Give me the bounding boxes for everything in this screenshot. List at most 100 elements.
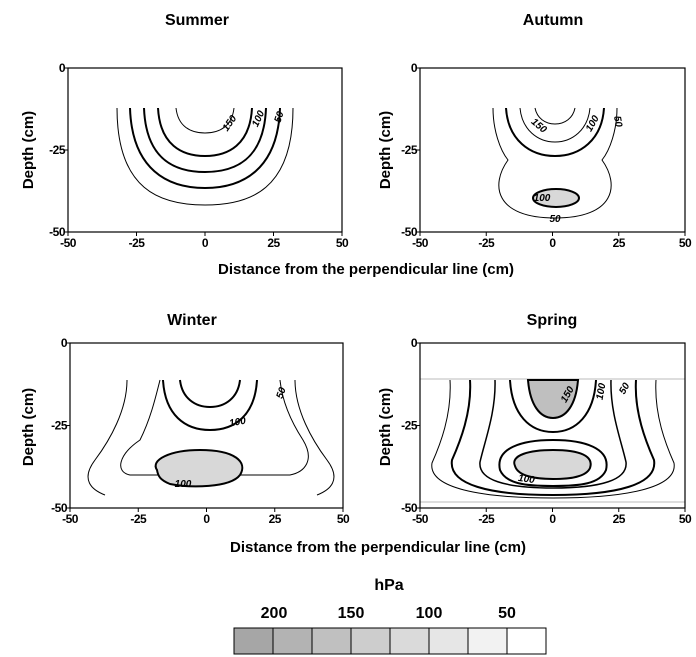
- legend-label-100: 100: [416, 605, 443, 622]
- panel-winter-xtick-label: 50: [337, 512, 350, 526]
- panel-autumn-ytick-label: -25: [401, 143, 418, 157]
- legend-swatch: [350, 627, 391, 655]
- panel-spring-xtick-label: -50: [412, 512, 429, 526]
- panel-spring-xtick-label: 25: [613, 512, 626, 526]
- panel-summer-xtick-label: 50: [336, 236, 349, 250]
- spring-fill-lower: [513, 448, 592, 481]
- summer-contour-label-150: 150: [221, 113, 240, 133]
- winter-contour-b: [162, 379, 258, 432]
- panel-winter: Winter Depth (cm) 100 50 100: [20, 312, 335, 496]
- autumn-contour-b: [505, 107, 605, 158]
- spring-contour-label-100-lower: 100: [517, 473, 535, 486]
- winter-contour-c: [179, 379, 241, 409]
- panel-summer-xtick-label: 0: [202, 236, 209, 250]
- panel-autumn-contours: [492, 107, 618, 219]
- panel-summer-contours: [116, 107, 294, 206]
- winter-fill-region: [154, 448, 244, 488]
- winter-contour-label-50: 50: [275, 386, 289, 401]
- panel-spring-ytick-label: -25: [401, 419, 418, 433]
- legend-label-150: 150: [338, 605, 365, 622]
- panel-autumn-ylabel: Depth (cm): [377, 111, 394, 189]
- panel-spring-ytick-label: -50: [401, 501, 418, 515]
- autumn-contour-label-50: 50: [611, 115, 624, 128]
- legend-swatch: [272, 627, 313, 655]
- bottom-row-xlabel: Distance from the perpendicular line (cm…: [230, 539, 526, 556]
- panel-spring-xtick-label: 0: [549, 512, 556, 526]
- summer-contour-b: [129, 107, 281, 190]
- panel-summer-xtick-label: -50: [60, 236, 77, 250]
- legend-swatch: [428, 627, 469, 655]
- panel-summer-ytick-label: -25: [49, 143, 66, 157]
- panel-autumn-xtick-label: -25: [478, 236, 495, 250]
- top-row-xlabel: Distance from the perpendicular line (cm…: [218, 261, 514, 278]
- hpa-legend: hPa 200 150 100 50: [233, 577, 547, 655]
- panel-summer-xtick-label: 25: [267, 236, 280, 250]
- axes-layer: -50 -25 0 25 500-25-50-50 -25 0 25 500-25-50-50-…: [49, 61, 692, 526]
- panel-summer-ytick-label: -50: [49, 225, 66, 239]
- panel-summer-frame: [67, 67, 343, 233]
- winter-contour-100-outer: [120, 379, 309, 476]
- panel-summer-title: Summer: [165, 12, 229, 29]
- panel-spring-ylabel: Depth (cm): [377, 388, 394, 466]
- legend-title: hPa: [374, 577, 403, 594]
- panel-winter-xtick-label: -25: [130, 512, 147, 526]
- spring-fill-upper: [526, 379, 580, 420]
- autumn-contour-outer: [492, 107, 618, 219]
- autumn-contour-c: [519, 107, 591, 143]
- legend-swatches: [233, 627, 547, 655]
- panel-winter-ytick-label: -50: [51, 501, 68, 515]
- summer-contour-d: [157, 107, 253, 158]
- panel-autumn-xtick-label: 0: [549, 236, 556, 250]
- panel-winter-xtick-label: -50: [62, 512, 79, 526]
- panel-winter-ytick-label: -25: [51, 419, 68, 433]
- panel-spring-ytick-label: 0: [411, 336, 418, 350]
- legend-swatch: [311, 627, 352, 655]
- panel-autumn-axes: -50 -25 0 25 50 0 -25 -50: [401, 61, 692, 250]
- panel-autumn-xtick-label: 25: [613, 236, 626, 250]
- panel-autumn: Autumn Depth (cm) 150 100 50 100 50: [377, 12, 624, 225]
- spring-contour-e: [431, 379, 675, 499]
- panel-spring-xtick-label: -25: [478, 512, 495, 526]
- spring-contour-b: [509, 379, 597, 434]
- autumn-fill-region: [532, 188, 580, 208]
- panel-spring-frame: [419, 342, 686, 509]
- autumn-contour-d: [534, 107, 576, 125]
- summer-contour-c: [143, 107, 267, 174]
- panel-autumn-ytick-label: 0: [411, 61, 418, 75]
- autumn-contour-label-50-lower: 50: [549, 214, 561, 225]
- panel-spring-title: Spring: [527, 312, 578, 329]
- legend-label-50: 50: [498, 605, 516, 622]
- legend-swatch: [506, 627, 547, 655]
- panel-spring-contours: [420, 378, 685, 503]
- panel-winter-contours: [87, 379, 335, 496]
- panel-spring-xtick-label: 50: [679, 512, 692, 526]
- spring-contour-c: [479, 379, 627, 489]
- panel-winter-xtick-label: 25: [269, 512, 282, 526]
- winter-contour-label-100: 100: [228, 416, 247, 430]
- panel-winter-axes: -50 -25 0 25 50 0 -25 -50: [51, 336, 350, 526]
- panel-summer-axes: -50 -25 0 25 50 0 -25 -50: [49, 61, 349, 250]
- spring-contour-label-50: 50: [617, 381, 632, 397]
- spring-contour-d: [450, 379, 656, 497]
- panel-winter-ylabel: Depth (cm): [20, 388, 37, 466]
- panel-summer: Summer Depth (cm) 150 100 50: [20, 12, 294, 206]
- spring-contour-label-100: 100: [595, 382, 609, 401]
- legend-swatch: [467, 627, 508, 655]
- autumn-contour-label-100-lower: 100: [534, 193, 551, 204]
- panel-autumn-xtick-label: 50: [679, 236, 692, 250]
- panel-autumn-xtick-label: -50: [412, 236, 429, 250]
- panel-spring-axes: -50 -25 0 25 50 0 -25 -50: [401, 336, 692, 526]
- panel-winter-xtick-label: 0: [203, 512, 210, 526]
- summer-contour-e: [175, 107, 235, 134]
- panel-autumn-title: Autumn: [523, 12, 583, 29]
- panel-winter-ytick-label: 0: [61, 336, 68, 350]
- summer-contour-a: [116, 107, 294, 206]
- legend-swatch: [233, 627, 274, 655]
- panel-summer-ylabel: Depth (cm): [20, 111, 37, 189]
- winter-contour-label-100-lower: 100: [175, 479, 192, 490]
- spring-contour-f: [498, 438, 608, 488]
- panel-winter-title: Winter: [167, 312, 217, 329]
- legend-label-200: 200: [261, 605, 288, 622]
- panel-summer-ytick-label: 0: [59, 61, 66, 75]
